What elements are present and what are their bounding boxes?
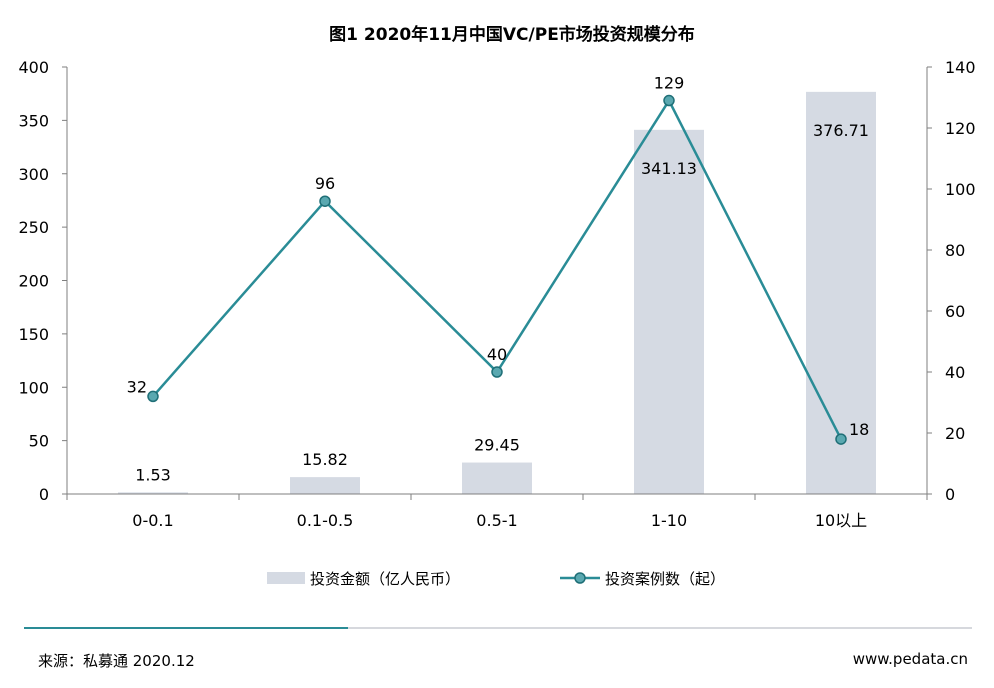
- bar: [634, 129, 704, 494]
- series-line: [152, 98, 843, 440]
- right-tick-label: 100: [945, 180, 976, 199]
- right-tick-label: 20: [945, 424, 965, 443]
- legend-bar-label: 投资金额（亿人民币）: [310, 570, 460, 588]
- right-tick-label: 0: [945, 485, 955, 504]
- bar-data-label: 341.13: [641, 159, 697, 178]
- left-tick-label: 150: [18, 325, 49, 344]
- line-data-label: 32: [127, 377, 147, 396]
- bar-data-label: 1.53: [135, 465, 171, 484]
- right-tick-label: 40: [945, 363, 965, 382]
- bar: [118, 492, 188, 494]
- bar: [806, 91, 876, 495]
- line-point: [835, 433, 847, 445]
- legend-bar-swatch: [267, 572, 305, 584]
- line-data-label: 129: [654, 74, 685, 93]
- bar-data-label: 15.82: [302, 450, 348, 469]
- legend-line-label: 投资案例数（起）: [605, 570, 725, 588]
- left-tick-label: 0: [39, 485, 49, 504]
- line-point: [147, 390, 159, 403]
- bar-data-label: 376.71: [813, 121, 869, 140]
- left-tick-label: 400: [18, 58, 49, 77]
- right-tick-label: 140: [945, 58, 976, 77]
- x-axis: 0-0.1 0.1-0.5 0.5-1 1-10 10以上: [66, 493, 928, 530]
- bar: [462, 462, 532, 494]
- left-tick-label: 250: [18, 218, 49, 237]
- line-data-label: 18: [849, 420, 869, 439]
- source-note: 来源：私募通 2020.12: [38, 652, 195, 670]
- right-tick-label: 60: [945, 302, 965, 321]
- bar: [290, 477, 360, 494]
- left-tick-label: 300: [18, 165, 49, 184]
- line-series: 32 96 40 129 18: [127, 74, 869, 445]
- line-data-label: 40: [487, 345, 507, 364]
- x-tick-label: 0-0.1: [132, 511, 173, 530]
- legend-line-marker: [574, 572, 586, 584]
- right-tick-label: 120: [945, 119, 976, 138]
- x-tick-label: 0.5-1: [476, 511, 517, 530]
- left-y-axis: 0 50 100 150 200 250 300 350 400: [18, 58, 68, 504]
- line-point: [491, 366, 503, 378]
- right-y-axis: 0 20 40 60 80 100 120 140: [926, 58, 976, 504]
- right-tick-label: 80: [945, 241, 965, 260]
- bar-series: 1.53 15.82 29.45 341.13 376.71: [118, 91, 876, 495]
- left-tick-label: 350: [18, 111, 49, 130]
- chart-title: 图1 2020年11月中国VC/PE市场投资规模分布: [329, 24, 695, 45]
- left-tick-label: 200: [18, 272, 49, 291]
- line-data-label: 96: [315, 174, 335, 193]
- left-tick-label: 100: [18, 378, 49, 397]
- line-point: [319, 195, 331, 207]
- website-link[interactable]: www.pedata.cn: [852, 650, 968, 668]
- x-tick-label: 0.1-0.5: [297, 511, 354, 530]
- left-tick-label: 50: [29, 432, 49, 451]
- x-tick-label: 1-10: [651, 511, 687, 530]
- legend: 投资金额（亿人民币） 投资案例数（起）: [267, 570, 725, 588]
- bar-data-label: 29.45: [474, 436, 520, 455]
- line-point: [663, 94, 675, 107]
- x-tick-label: 10以上: [815, 511, 867, 530]
